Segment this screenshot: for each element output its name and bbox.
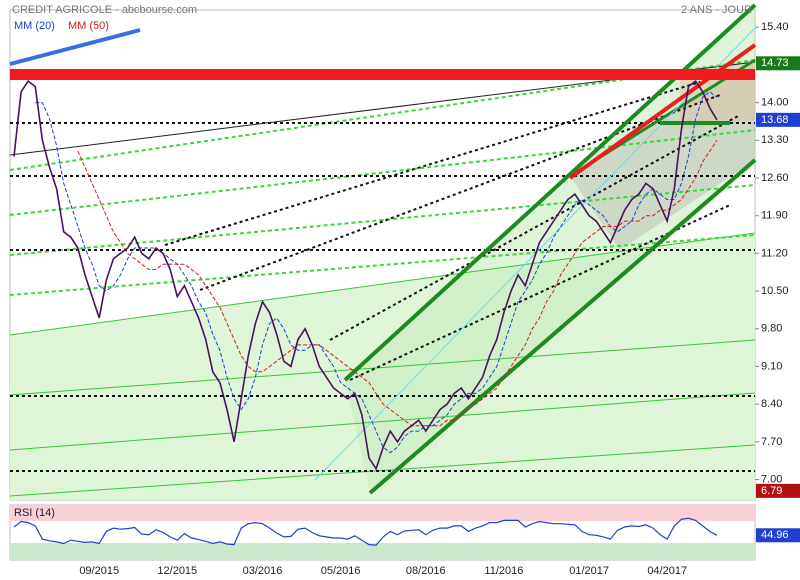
- x-tick-label: 11/2016: [484, 565, 523, 577]
- y-tick-label: 7.70: [761, 436, 782, 448]
- y-tick-label: 11.20: [761, 247, 788, 259]
- x-tick-label: 01/2017: [569, 565, 609, 577]
- level-badge-bg: [756, 483, 800, 498]
- y-tick-label: 7.00: [761, 473, 782, 485]
- y-tick-label: 14.00: [761, 97, 789, 109]
- y-tick-label: 11.90: [761, 210, 788, 222]
- rsi-title: RSI (14): [14, 507, 55, 519]
- chart-subtitle: 2 ANS - JOUR: [681, 4, 752, 16]
- x-tick-label: 08/2016: [406, 565, 446, 577]
- last-price-badge-bg: [756, 112, 800, 127]
- rsi-badge-bg: [756, 528, 800, 543]
- y-tick-label: 8.40: [761, 398, 782, 410]
- y-tick-label: 15.40: [761, 21, 789, 33]
- x-tick-label: 12/2015: [157, 565, 197, 577]
- moving-average: [77, 140, 718, 427]
- x-tick-label: 04/2017: [647, 565, 687, 577]
- red-trend: [568, 43, 757, 180]
- level-badge-label: 6.79: [761, 485, 782, 497]
- x-tick-label: 09/2015: [79, 565, 119, 577]
- level-badge-bg: [756, 56, 800, 71]
- y-tick-label: 13.30: [761, 134, 789, 146]
- dashed-line: [9, 184, 756, 256]
- rsi-badge: 44.96: [756, 528, 800, 543]
- rsi-overbought: [10, 505, 755, 521]
- rsi-line: [13, 517, 718, 546]
- y-tick-label: 10.50: [761, 285, 789, 297]
- rsi-oversold: [10, 543, 755, 560]
- y-tick-label: 9.10: [761, 360, 782, 372]
- legend-entry: MM (50): [68, 20, 109, 32]
- y-tick-label: 9.80: [761, 323, 782, 335]
- moving-average: [35, 91, 718, 454]
- dashed-line: [9, 129, 756, 216]
- last-price-badge-label: 13.68: [761, 114, 789, 126]
- chart-title: CREDIT AGRICOLE - abcbourse.com: [12, 4, 197, 16]
- level-badge: 6.79: [756, 483, 800, 498]
- fan-line: [9, 392, 756, 451]
- price-line: [13, 79, 718, 471]
- x-tick-label: 03/2016: [243, 565, 283, 577]
- last-price-badge: 13.68: [756, 112, 800, 127]
- level-badge: 14.73: [756, 56, 800, 71]
- x-tick-label: 05/2016: [321, 565, 361, 577]
- resistance-band: [10, 69, 755, 80]
- dashed-line: [9, 234, 756, 296]
- rsi-badge-label: 44.96: [761, 529, 789, 541]
- channel-lower: [368, 158, 757, 495]
- trend-dotted: [199, 94, 721, 291]
- fan-line: [9, 339, 756, 396]
- channel-upper: [343, 3, 757, 382]
- level-badge-label: 14.73: [761, 57, 789, 69]
- green-dashed-lines: [9, 59, 756, 296]
- legend-entry: MM (20): [14, 20, 55, 32]
- blue-line: [9, 28, 141, 66]
- y-tick-label: 12.60: [761, 172, 789, 184]
